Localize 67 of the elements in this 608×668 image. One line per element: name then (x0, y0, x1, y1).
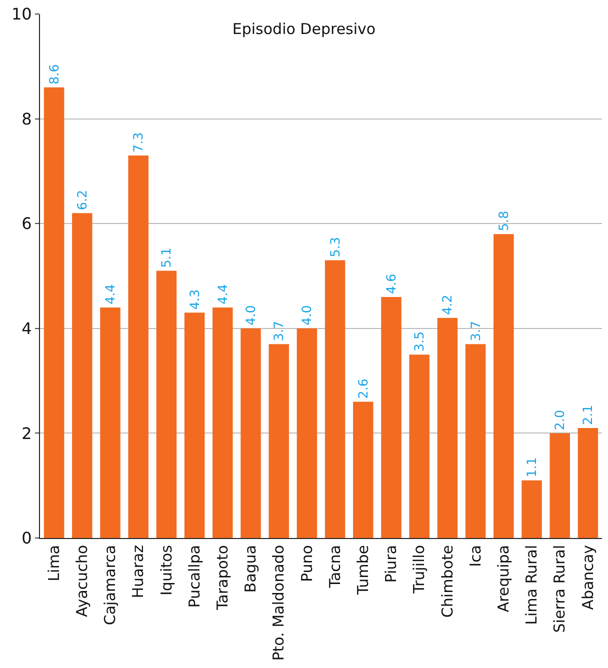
x-tick-label: Tacna (326, 545, 344, 589)
x-tick-label: Puno (298, 545, 316, 582)
bar (268, 344, 289, 538)
bar (353, 402, 374, 538)
bar (240, 328, 261, 538)
x-tick-label: Chimbote (438, 545, 456, 618)
data-label: 7.3 (130, 132, 146, 152)
data-label: 4.0 (299, 305, 314, 326)
data-label: 2.0 (552, 410, 568, 430)
bar (437, 318, 458, 538)
bar (409, 354, 430, 538)
data-label: 4.0 (242, 305, 258, 326)
x-tick-label: Cajamarca (101, 545, 120, 626)
bar (72, 213, 92, 538)
data-label: 4.4 (102, 284, 118, 304)
x-tick-label: Tumbe (354, 545, 372, 596)
x-tick-label: Lima Rural (522, 545, 541, 625)
x-tick-label: Bagua (242, 545, 260, 593)
x-tick-label: Lima (44, 545, 63, 582)
bar (465, 344, 486, 538)
bar (156, 270, 177, 538)
bar (44, 87, 64, 538)
x-tick-label: Sierra Rural (550, 545, 569, 633)
data-label: 1.1 (524, 457, 539, 478)
y-tick-label: 10 (11, 4, 32, 24)
bar (494, 234, 514, 538)
x-tick-label: Piura (382, 545, 400, 583)
x-tick-label: Abancay (578, 544, 597, 610)
y-tick-label: 0 (22, 528, 32, 548)
bar (578, 428, 598, 538)
data-label: 3.7 (468, 320, 483, 342)
data-label: 4.6 (383, 274, 398, 294)
data-label: 2.6 (355, 378, 370, 399)
data-label: 3.5 (412, 331, 427, 352)
bar (550, 433, 570, 538)
bar (212, 307, 233, 538)
x-tick-label: Iquitos (157, 544, 176, 596)
bar (522, 480, 542, 538)
y-tick-label: 6 (22, 214, 32, 234)
data-label: 4.3 (186, 289, 202, 310)
x-tick-label: Pto. Maldonado (270, 545, 288, 661)
chart-title: Episodio Depresivo (232, 20, 376, 38)
x-tick-label: Huaraz (129, 544, 148, 598)
bar (381, 296, 402, 538)
x-tick-label: Arequipa (494, 545, 513, 612)
bar (100, 307, 120, 538)
bar (128, 155, 148, 538)
x-tick-label: Ayacucho (73, 545, 92, 617)
data-label: 8.6 (46, 64, 62, 84)
bar (184, 312, 205, 538)
x-tick-label: Trujillo (410, 545, 428, 594)
data-label: 4.2 (440, 294, 455, 315)
x-tick-label: Ica (466, 545, 484, 567)
data-label: 5.8 (496, 210, 511, 232)
data-label: 2.1 (580, 404, 596, 425)
y-tick-label: 8 (22, 109, 32, 128)
y-tick-label: 4 (22, 319, 32, 338)
y-tick-label: 2 (22, 424, 32, 443)
x-tick-label: Pucallpa (185, 545, 204, 608)
bar (296, 328, 318, 538)
data-label: 3.7 (271, 320, 286, 342)
data-label: 4.4 (214, 284, 230, 304)
data-label: 5.3 (327, 237, 342, 258)
data-label: 5.1 (158, 248, 174, 268)
x-tick-label: Tarapoto (214, 545, 232, 611)
bar (324, 260, 346, 538)
data-label: 6.2 (74, 190, 90, 210)
